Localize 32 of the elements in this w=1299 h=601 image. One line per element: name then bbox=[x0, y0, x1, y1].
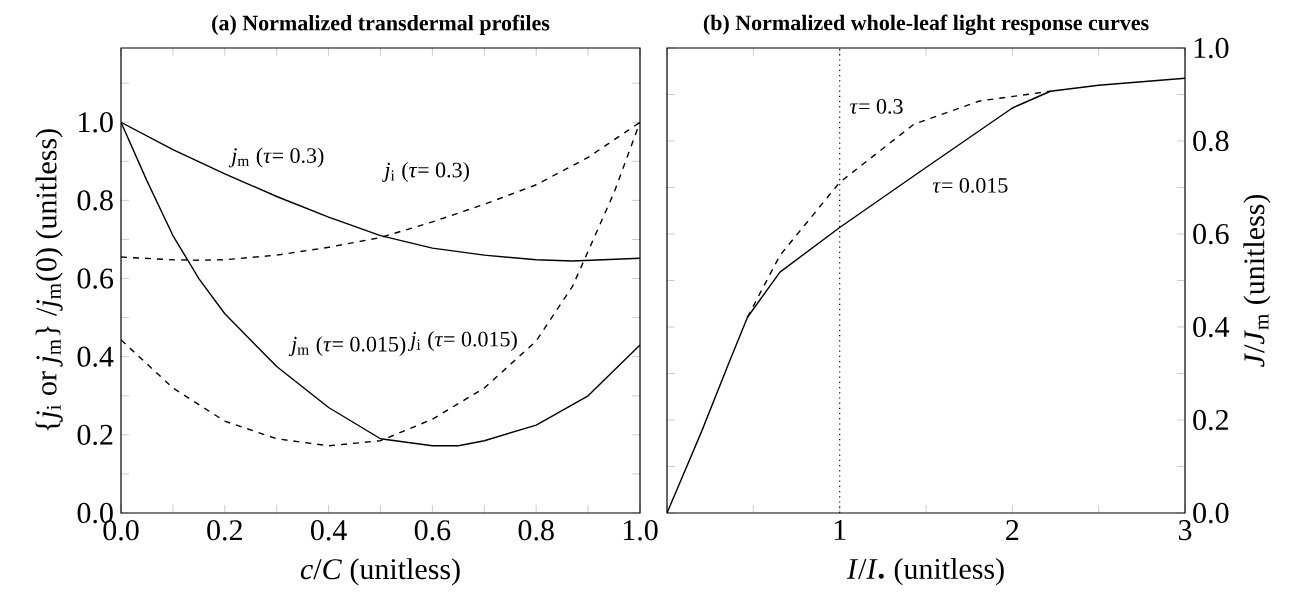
x-tick-label: 3 bbox=[1178, 520, 1192, 541]
line-series bbox=[746, 90, 1052, 318]
y-tick-label: 0.6 bbox=[77, 268, 114, 289]
series-label: j$_{i}$ (τ= 0.015) bbox=[407, 331, 517, 352]
y-tick-label: 0.2 bbox=[1193, 409, 1228, 431]
text: {j$_{i}$ orj$_{m}$} /j$_{m}$(0) (unitless) bbox=[35, 129, 63, 431]
series-label: j$_{m}$ (τ= 0.015) bbox=[288, 336, 406, 357]
y-tick-label: 0.0 bbox=[1193, 502, 1229, 524]
chart-title: (b) Normalized whole-leaf light response curves bbox=[703, 14, 1149, 35]
y-tick-label: 0.2 bbox=[77, 424, 113, 446]
x-tick-label: 0.6 bbox=[414, 520, 451, 541]
x-tick-label: 2 bbox=[1006, 520, 1019, 540]
y-tick-label: 0.4 bbox=[1193, 316, 1230, 338]
series-label: τ= 0.3 bbox=[850, 98, 903, 114]
x-tick-label: 1.0 bbox=[623, 520, 658, 541]
x-axis-title: I/I$_{•}$ (unitless) bbox=[846, 557, 1004, 586]
x-axis-title: c/C (unitless) bbox=[300, 558, 460, 586]
series-label: τ= 0.015 bbox=[932, 177, 1008, 193]
y-tick-label: 0.6 bbox=[1193, 223, 1229, 245]
x-tick-label: 1 bbox=[834, 520, 846, 540]
series-label: j$_{m}$ (τ= 0.3) bbox=[228, 147, 324, 168]
y-axis-title: J/J$_{m}$ (unitless) bbox=[1243, 194, 1271, 367]
y-tick-label: 1.0 bbox=[1194, 37, 1229, 59]
y-tick-label: 1.0 bbox=[79, 112, 113, 133]
y-tick-label: 0.8 bbox=[77, 190, 113, 211]
chart-title: (a) Normalized transdermal profiles bbox=[212, 14, 550, 35]
y-tick-label: 0.4 bbox=[77, 346, 114, 367]
x-tick-label: 0.2 bbox=[207, 520, 242, 541]
series-label: j$_{i}$ (τ= 0.3) bbox=[382, 161, 469, 182]
y-tick-label: 0.8 bbox=[1193, 130, 1229, 152]
x-tick-label: 0.8 bbox=[518, 520, 554, 541]
x-tick-label: 0.4 bbox=[310, 520, 347, 541]
